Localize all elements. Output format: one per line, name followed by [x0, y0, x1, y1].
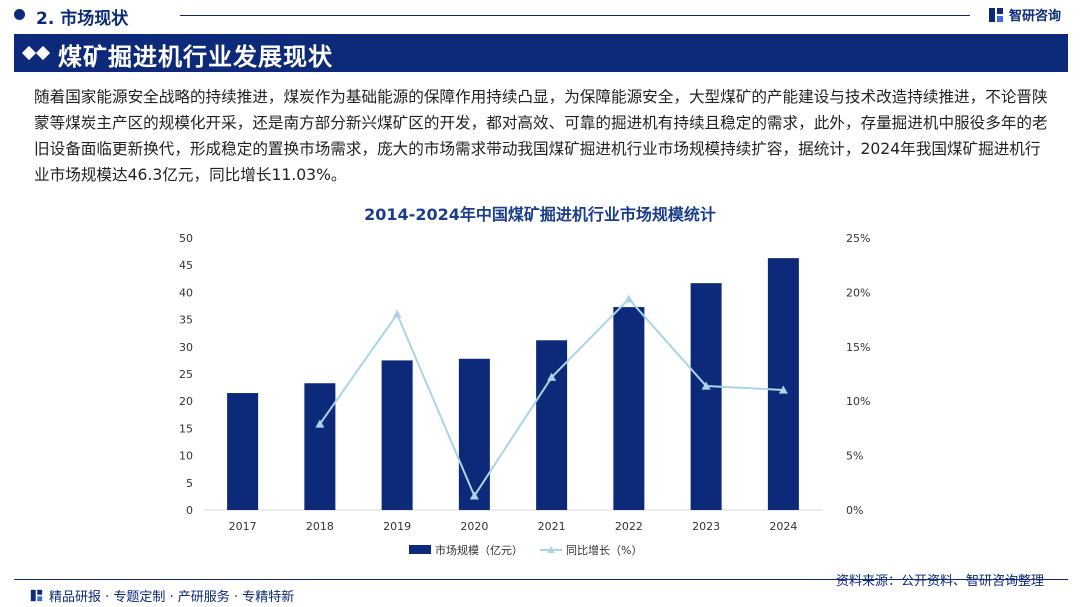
- growth-point: [469, 491, 479, 500]
- brand-name: 智研咨询: [1009, 9, 1062, 24]
- y-left-tick-label: 45: [179, 259, 193, 272]
- bar: [690, 283, 722, 510]
- y-left-tick-label: 40: [179, 286, 193, 299]
- x-tick-label: 2024: [769, 520, 797, 533]
- x-tick-label: 2020: [460, 520, 488, 533]
- legend-marker-growth: [547, 546, 555, 553]
- y-right-tick-label: 15%: [846, 341, 870, 354]
- x-tick-label: 2022: [615, 520, 643, 533]
- legend-swatch-market-size: [409, 545, 431, 554]
- y-left-tick-label: 35: [179, 314, 193, 327]
- y-right-tick-label: 25%: [846, 232, 870, 245]
- y-left-tick-label: 0: [186, 504, 193, 517]
- growth-point: [392, 309, 402, 318]
- x-tick-label: 2021: [538, 520, 566, 533]
- x-tick-label: 2019: [383, 520, 411, 533]
- brand-logo-icon: [989, 7, 1003, 22]
- x-tick-label: 2023: [692, 520, 720, 533]
- growth-point: [701, 381, 711, 390]
- y-left-tick-label: 10: [179, 450, 193, 463]
- data-source: 资料来源：公开资料、智研咨询整理: [835, 574, 1044, 589]
- y-right-tick-label: 5%: [846, 450, 863, 463]
- growth-point: [624, 294, 634, 303]
- chart-title: 2014-2024年中国煤矿掘进机行业市场规模统计: [364, 205, 716, 224]
- bullet-dot-icon: [14, 9, 25, 20]
- y-left-tick-label: 5: [186, 477, 193, 490]
- legend-label-market-size: 市场规模（亿元）: [435, 543, 523, 557]
- page-title: 煤矿掘进机行业发展现状: [58, 43, 333, 71]
- y-left-tick-label: 50: [179, 232, 193, 245]
- bar: [767, 258, 799, 510]
- footer-services: 精品研报 · 专题定制 · 产研服务 · 专精特新: [49, 590, 295, 605]
- brand-logo-icon: [30, 589, 43, 602]
- bar: [227, 393, 259, 510]
- footer-divider: [14, 579, 1068, 580]
- y-left-tick-label: 25: [179, 368, 193, 381]
- y-right-tick-label: 0%: [846, 504, 863, 517]
- brand-logo: 智研咨询: [988, 5, 1061, 24]
- x-tick-label: 2018: [306, 520, 334, 533]
- legend-label-growth: 同比增长（%）: [566, 543, 642, 557]
- page-title-bar: 煤矿掘进机行业发展现状: [14, 34, 1068, 72]
- x-tick-label: 2017: [229, 520, 257, 533]
- y-left-tick-label: 20: [179, 395, 193, 408]
- y-right-tick-label: 10%: [846, 395, 870, 408]
- header-divider: [180, 15, 970, 16]
- bar: [613, 307, 645, 510]
- bar: [458, 358, 490, 510]
- growth-point: [778, 385, 788, 394]
- bar: [304, 383, 336, 510]
- y-left-tick-label: 30: [179, 341, 193, 354]
- top-header: 2. 市场现状 智研咨询: [0, 0, 1080, 30]
- bar: [381, 360, 413, 510]
- growth-point: [315, 419, 325, 428]
- y-left-tick-label: 15: [179, 422, 193, 435]
- y-right-tick-label: 20%: [846, 286, 870, 299]
- section-label: 2. 市场现状: [36, 9, 129, 29]
- body-paragraph: 随着国家能源安全战略的持续推进，煤炭作为基础能源的保障作用持续凸显，为保障能源安…: [34, 88, 1048, 184]
- bar: [536, 340, 568, 510]
- growth-point: [547, 372, 557, 381]
